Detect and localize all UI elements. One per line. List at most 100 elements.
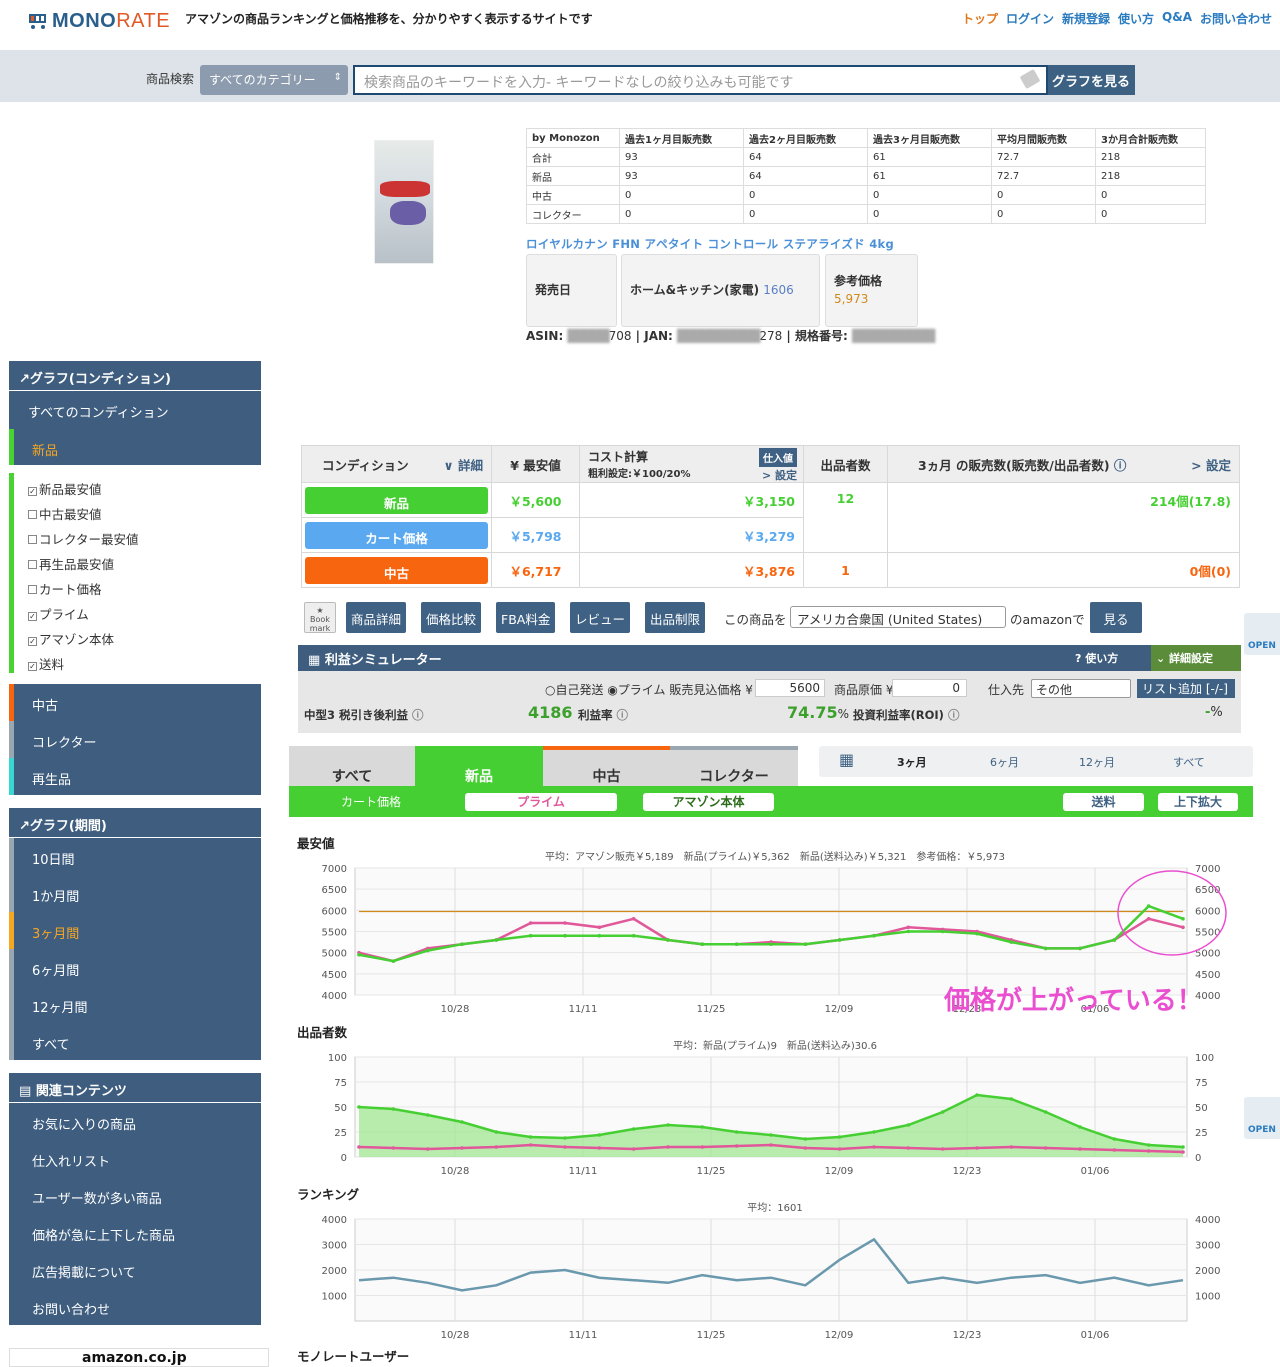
nav-qa[interactable]: Q&A bbox=[1162, 10, 1192, 24]
new-pill[interactable]: 新品 bbox=[305, 486, 488, 514]
cost-setting[interactable]: > 設定 bbox=[761, 469, 797, 482]
checkbox[interactable]: ✓ bbox=[28, 662, 37, 671]
nav-howto[interactable]: 使い方 bbox=[1118, 12, 1155, 26]
tab-new[interactable]: 新品 bbox=[415, 746, 543, 786]
open-widget-2[interactable]: OPEN bbox=[1244, 1097, 1280, 1139]
clear-icon[interactable] bbox=[1019, 68, 1041, 90]
asin-blur: █████ bbox=[567, 329, 609, 343]
related-ads[interactable]: 広告掲載について bbox=[32, 1266, 136, 1281]
detail-toggle[interactable]: ∨ 詳細 bbox=[443, 457, 483, 473]
sales-setting[interactable]: > 設定 bbox=[1191, 457, 1231, 473]
period-10d[interactable]: 10日間 bbox=[9, 838, 261, 875]
btn-review[interactable]: レビュー bbox=[570, 602, 631, 633]
radio-prime[interactable]: プライム bbox=[617, 683, 666, 697]
amazon-ad[interactable]: amazon.co.jp bbox=[9, 1348, 269, 1367]
per-6m[interactable]: 6ヶ月 bbox=[990, 756, 1019, 769]
radio-self[interactable]: 自己発送 bbox=[555, 683, 604, 697]
period-12m[interactable]: 12ヶ月間 bbox=[9, 986, 261, 1023]
btn-fba[interactable]: FBA料金 bbox=[496, 602, 556, 633]
checkbox[interactable] bbox=[28, 585, 37, 594]
site-logo[interactable]: MONORATE bbox=[28, 10, 170, 33]
nav-register[interactable]: 新規登録 bbox=[1062, 12, 1111, 26]
sidebar-item-used[interactable]: 中古 bbox=[9, 684, 261, 721]
btn-restrict[interactable]: 出品制限 bbox=[645, 602, 706, 633]
category-select[interactable]: すべてのカテゴリー bbox=[200, 65, 348, 95]
help-icon[interactable]: ⓘ bbox=[412, 708, 424, 722]
period-6m[interactable]: 6ヶ月間 bbox=[9, 949, 261, 986]
checkbox[interactable] bbox=[28, 510, 37, 519]
check-5[interactable]: ✓ プライム bbox=[9, 598, 261, 623]
rate-label: 利益率 ⓘ bbox=[578, 707, 628, 723]
per-all[interactable]: すべて bbox=[1173, 756, 1205, 769]
check-1[interactable]: 中古最安値 bbox=[9, 498, 261, 523]
ship-radios[interactable]: ○自己発送 ◉プライム 販売見込価格 ¥ bbox=[545, 683, 753, 697]
per-3m[interactable]: 3ヶ月 bbox=[897, 756, 927, 769]
nav-login[interactable]: ログイン bbox=[1005, 12, 1054, 26]
sub-amazon[interactable]: アマゾン本体 bbox=[643, 793, 774, 811]
used-pill[interactable]: 中古 bbox=[305, 556, 488, 584]
col-sellers: 出品者数 bbox=[803, 445, 888, 483]
product-image[interactable] bbox=[374, 140, 434, 264]
related-popular[interactable]: ユーザー数が多い商品 bbox=[32, 1192, 162, 1207]
open-widget[interactable]: OPEN bbox=[1244, 613, 1280, 655]
period-1m[interactable]: 1か月間 bbox=[9, 875, 261, 912]
btn-compare[interactable]: 価格比較 bbox=[421, 602, 482, 633]
period-3m[interactable]: 3ヶ月間 bbox=[9, 912, 261, 949]
sidebar-item-collector[interactable]: コレクター bbox=[9, 721, 261, 758]
sub-prime[interactable]: プライム bbox=[465, 793, 617, 811]
nav-contact[interactable]: お問い合わせ bbox=[1199, 12, 1272, 26]
sim-detail[interactable]: ⌄ 詳細設定 bbox=[1151, 645, 1241, 671]
cost-input-button[interactable]: 仕入値 bbox=[759, 448, 797, 467]
sidebar-item-all[interactable]: すべてのコンディション bbox=[28, 406, 169, 421]
sub-shipping[interactable]: 送料 bbox=[1063, 793, 1144, 811]
x-tick-label: 01/06 bbox=[1081, 1004, 1110, 1015]
help-icon[interactable]: ⓘ bbox=[1113, 457, 1127, 473]
y-tick-label-right: 2000 bbox=[1195, 1266, 1220, 1277]
tab-collector[interactable]: コレクター bbox=[670, 746, 798, 786]
related-price-change[interactable]: 価格が急に上下した商品 bbox=[32, 1229, 176, 1244]
sub-cart[interactable]: カート価格 bbox=[341, 795, 402, 809]
src-select[interactable]: その他 bbox=[1031, 679, 1131, 698]
checkbox[interactable]: ✓ bbox=[28, 487, 37, 496]
related-purchase-list[interactable]: 仕入れリスト bbox=[32, 1155, 111, 1170]
check-7[interactable]: ✓ 送料 bbox=[9, 648, 261, 673]
sale-input[interactable]: 5600 bbox=[755, 679, 825, 697]
sidebar-item-new[interactable]: 新品 bbox=[9, 429, 261, 465]
check-2[interactable]: コレクター最安値 bbox=[9, 523, 261, 548]
sim-howto[interactable]: ? 使い方 bbox=[1075, 652, 1119, 665]
checkbox[interactable] bbox=[28, 560, 37, 569]
related-contact[interactable]: お問い合わせ bbox=[32, 1303, 111, 1318]
list-add-button[interactable]: リスト追加 [-/-] bbox=[1137, 679, 1235, 698]
check-6[interactable]: ✓ アマゾン本体 bbox=[9, 623, 261, 648]
search-button[interactable]: グラフを見る bbox=[1048, 65, 1135, 95]
btn-detail[interactable]: 商品詳細 bbox=[346, 602, 407, 633]
bookmark-button[interactable]: ★ Book mark bbox=[304, 602, 336, 633]
view-button[interactable]: 見る bbox=[1090, 602, 1142, 633]
help-icon[interactable]: ⓘ bbox=[947, 708, 960, 722]
check-0[interactable]: ✓ 新品最安値 bbox=[9, 473, 261, 498]
check-4[interactable]: カート価格 bbox=[9, 573, 261, 598]
product-title[interactable]: ロイヤルカナン FHN アペタイト コントロール ステアライズド 4kg bbox=[526, 237, 895, 251]
sub-zoom[interactable]: 上下拡大 bbox=[1158, 793, 1238, 811]
sidebar-item-refurb[interactable]: 再生品 bbox=[9, 758, 261, 795]
nav-top[interactable]: トップ bbox=[961, 12, 998, 26]
checkbox[interactable]: ✓ bbox=[28, 612, 37, 621]
tab-all[interactable]: すべて bbox=[289, 746, 415, 786]
search-input[interactable]: 検索商品のキーワードを入力- キーワードなしの絞り込みも可能です bbox=[353, 65, 1048, 95]
checkbox[interactable]: ✓ bbox=[28, 637, 37, 646]
y-tick-label: 4500 bbox=[322, 970, 347, 981]
help-icon[interactable]: ⓘ bbox=[616, 708, 629, 722]
period-all[interactable]: すべて bbox=[9, 1023, 261, 1060]
related-favorites[interactable]: お気に入りの商品 bbox=[32, 1118, 137, 1133]
country-select[interactable]: アメリカ合衆国 (United States) bbox=[790, 606, 1006, 628]
per-12m[interactable]: 12ヶ月 bbox=[1079, 756, 1115, 769]
checkbox[interactable] bbox=[28, 535, 37, 544]
cart-pill[interactable]: カート価格 bbox=[305, 521, 488, 549]
cell-used-name: 中古 bbox=[301, 552, 492, 588]
tab-used[interactable]: 中古 bbox=[543, 746, 670, 786]
data-point bbox=[803, 942, 808, 946]
cost-input[interactable]: 0 bbox=[892, 679, 967, 697]
check-3[interactable]: 再生品最安値 bbox=[9, 548, 261, 573]
open-text-2: OPEN bbox=[1248, 1125, 1276, 1135]
x-tick-label: 12/09 bbox=[825, 1166, 854, 1177]
